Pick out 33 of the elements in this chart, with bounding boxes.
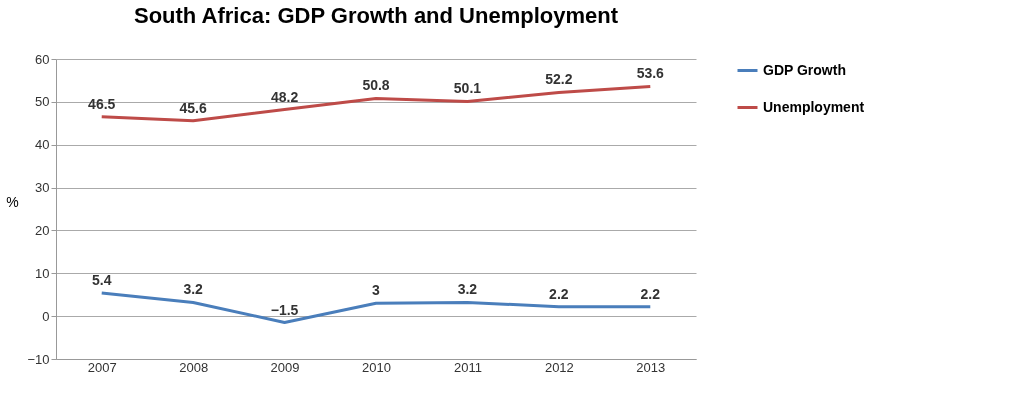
data-label: 46.5 — [88, 95, 116, 112]
y-tick-label: 40 — [35, 137, 50, 153]
y-axis-title: % — [6, 193, 19, 210]
x-tick-label: 2009 — [270, 359, 300, 375]
y-tick-label: 60 — [35, 51, 50, 67]
chart-title: South Africa: GDP Growth and Unemployment — [133, 3, 619, 28]
y-tick-label: 50 — [35, 94, 50, 110]
y-tick-label: 0 — [42, 308, 50, 324]
data-label: 52.2 — [545, 71, 573, 88]
legend-label: GDP Growth — [763, 61, 846, 78]
y-tick-label: 30 — [35, 180, 50, 196]
data-label: 48.2 — [270, 88, 299, 105]
data-label: 53.6 — [636, 65, 665, 82]
x-tick-label: 2011 — [453, 359, 482, 375]
data-label: 5.4 — [91, 272, 112, 288]
data-label: 2.2 — [640, 285, 661, 302]
legend-label: Unemployment — [763, 98, 865, 115]
x-tick-label: 2012 — [544, 359, 574, 375]
y-tick-label: −10 — [27, 351, 50, 367]
data-label: 3.2 — [457, 281, 478, 298]
data-label: 50.8 — [362, 77, 390, 94]
x-tick-label: 2008 — [179, 359, 209, 375]
y-tick-label: 20 — [35, 222, 50, 238]
x-tick-label: 2007 — [87, 359, 117, 375]
data-label: 3 — [372, 282, 381, 299]
x-tick-label: 2013 — [636, 359, 666, 375]
data-label: 3.2 — [183, 281, 204, 298]
x-tick-label: 2010 — [362, 359, 391, 375]
data-label: 45.6 — [179, 99, 207, 116]
data-label: 2.2 — [549, 285, 569, 302]
data-label: −1.5 — [270, 301, 299, 318]
data-label: 50.1 — [453, 80, 482, 97]
y-tick-label: 10 — [35, 265, 50, 281]
